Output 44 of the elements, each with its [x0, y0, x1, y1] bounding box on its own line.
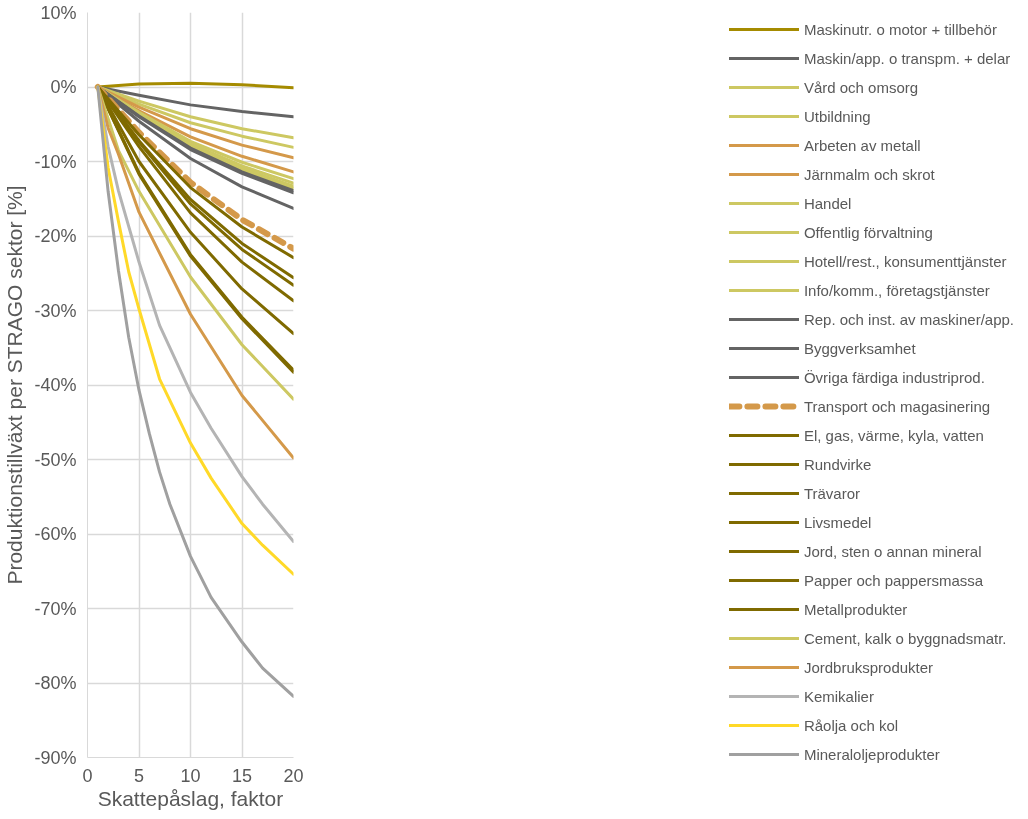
y-tick-label: 10%	[40, 2, 77, 23]
x-axis-title: Skattepåslag, faktor	[97, 786, 284, 810]
y-tick-label: -90%	[34, 747, 77, 768]
x-tick-label: 20	[283, 765, 304, 786]
y-tick-label: -30%	[34, 300, 77, 321]
legend-label: Järnmalm och skrot	[803, 164, 935, 185]
legend-label: Jordbruksprodukter	[803, 657, 934, 678]
legend-label: Vård och omsorg	[803, 77, 919, 98]
legend-label: Papper och pappersmassa	[803, 570, 984, 591]
legend-label: Trävaror	[803, 483, 861, 504]
legend-label: Transport och magasinering	[803, 396, 991, 417]
legend-label: Maskin/app. o transpm. + delar	[803, 48, 1011, 69]
legend-label: Arbeten av metall	[803, 135, 921, 156]
legend-label: Metallprodukter	[803, 599, 908, 620]
legend-label: El, gas, värme, kyla, vatten	[803, 425, 984, 446]
legend-label: Råolja och kol	[803, 715, 899, 736]
x-tick-label: 5	[133, 765, 145, 786]
legend-label: Mineraloljeprodukter	[803, 744, 940, 765]
y-tick-label: -10%	[34, 151, 77, 172]
y-tick-label: -20%	[34, 226, 77, 246]
legend-label: Livsmedel	[803, 512, 872, 533]
legend-label: Handel	[803, 193, 852, 214]
x-tick-label: 10	[180, 765, 201, 786]
y-tick-label: -40%	[34, 375, 77, 395]
legend-label: Info/komm., företagstjänster	[803, 280, 990, 301]
x-tick-label: 0	[82, 765, 93, 786]
x-tick-label: 15	[231, 765, 253, 786]
legend-label: Rep. och inst. av maskiner/app.	[803, 309, 1014, 330]
y-tick-label: -70%	[34, 598, 77, 619]
y-tick-label: -80%	[34, 673, 77, 693]
legend-label: Cement, kalk o byggnadsmatr.	[803, 628, 1007, 649]
legend-label: Utbildning	[803, 106, 871, 127]
legend-label: Maskinutr. o motor + tillbehör	[803, 19, 997, 40]
y-axis-title: Produktionstillväxt per STRAGO sektor [%]	[3, 185, 27, 585]
legend-label: Hotell/rest., konsumenttjänster	[803, 251, 1007, 272]
legend-label: Rundvirke	[803, 454, 872, 475]
legend-label: Jord, sten o annan mineral	[803, 541, 982, 562]
legend-label: Övriga färdiga industriprod.	[803, 367, 985, 388]
y-tick-label: -60%	[34, 524, 77, 544]
y-tick-label: -50%	[34, 449, 77, 470]
legend-label: Byggverksamhet	[803, 338, 916, 359]
y-tick-label: 0%	[50, 77, 77, 97]
legend-label: Kemikalier	[803, 686, 874, 707]
legend-label: Offentlig förvaltning	[803, 222, 933, 243]
